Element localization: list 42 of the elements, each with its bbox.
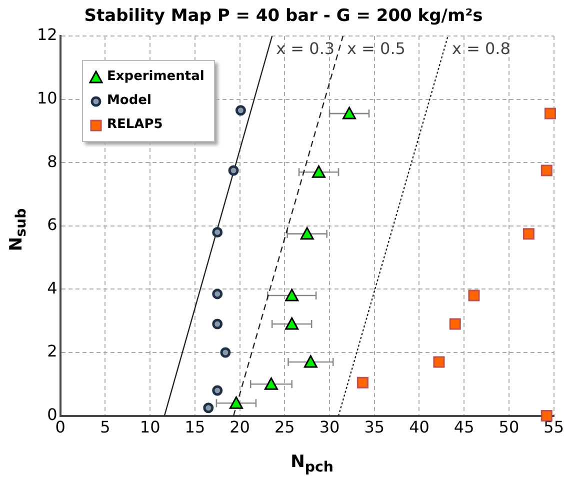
y-tick-label: 12: [37, 25, 58, 44]
x-tick-label: 5: [100, 418, 110, 437]
x-tick-label: 45: [454, 418, 474, 437]
y-tick-label: 0: [47, 404, 58, 424]
point: [300, 227, 314, 240]
point: [212, 318, 223, 330]
point: [312, 165, 326, 178]
x-tick-label: 10: [140, 418, 160, 437]
legend-label: RELAP5: [107, 116, 163, 134]
point: [212, 385, 223, 396]
point: [304, 355, 318, 368]
x-tick-label: 20: [230, 418, 250, 437]
point: [212, 288, 223, 300]
y-tick-label: 2: [47, 342, 58, 361]
y-tick-label: 10: [37, 88, 58, 108]
annotation: x = 0.8: [452, 39, 510, 58]
x-tick-label: 15: [184, 418, 206, 437]
point: [212, 226, 223, 238]
x-tick-label: 35: [364, 418, 385, 437]
annotation: x = 0.3: [276, 39, 335, 58]
point: [203, 402, 214, 414]
point: [220, 347, 231, 358]
x-axis-title: N$_{pch}$: [290, 452, 334, 476]
point: [285, 288, 299, 302]
x-tick-label: 55: [544, 418, 564, 437]
point: [235, 105, 246, 116]
point: [285, 317, 299, 330]
x-tick-label: 50: [498, 418, 520, 437]
x-tick-label: 40: [409, 418, 430, 437]
chart-title: Stability Map P = 40 bar - G = 200 kg/m²s: [83, 6, 484, 26]
point: [264, 377, 278, 390]
legend-label: Experimental: [107, 68, 204, 86]
y-tick-label: 8: [47, 152, 58, 171]
point: [342, 106, 356, 120]
annotation: x = 0.5: [346, 39, 406, 58]
point: [228, 165, 239, 176]
y-tick-label: 4: [47, 278, 58, 298]
point: [229, 396, 243, 409]
x-tick-label: 30: [319, 418, 340, 437]
y-tick-label: 6: [47, 215, 58, 234]
legend-label: Model: [107, 92, 152, 110]
x-tick-label: 25: [274, 418, 295, 437]
